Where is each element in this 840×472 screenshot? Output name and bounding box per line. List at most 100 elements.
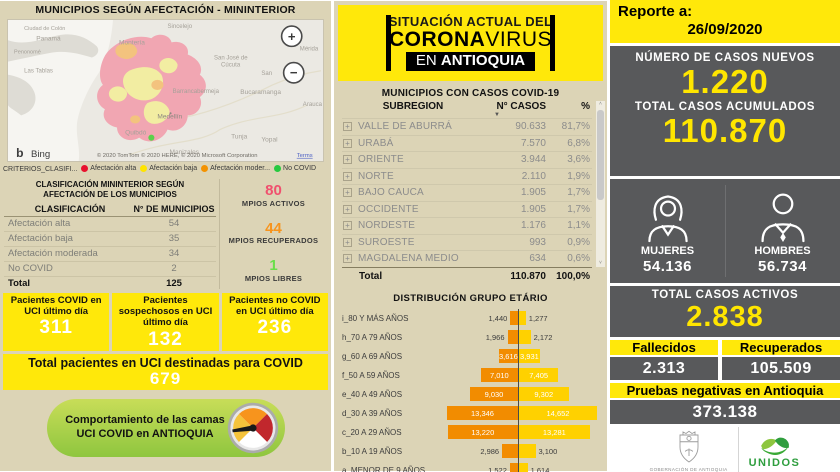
- expand-icon[interactable]: +: [343, 122, 352, 132]
- pyramid-bar-m[interactable]: 3,931: [519, 349, 540, 363]
- map-region-moderate-affectation[interactable]: [151, 79, 164, 90]
- pyramid-bar-m[interactable]: 14,652: [519, 406, 597, 420]
- pyramid-row: b_10 A 19 AÑOS 2,986 3,100: [342, 441, 607, 461]
- expand-icon[interactable]: +: [343, 237, 352, 247]
- uci-beds-behavior-button[interactable]: Comportamiento de las camas UCI COVID en…: [46, 399, 285, 458]
- subregion-name: BAJO CAUCA: [358, 187, 424, 199]
- col-pct[interactable]: %: [581, 101, 590, 112]
- pyramid-bar-f[interactable]: 9,030: [469, 387, 518, 401]
- negative-tests-value: 373.138: [610, 400, 840, 424]
- map-legend-item: Afectación alta: [81, 165, 136, 172]
- uci-cards: Pacientes COVID en UCI último día 311 Pa…: [3, 293, 328, 352]
- age-group-label: b_10 A 19 AÑOS: [342, 446, 403, 456]
- col-subregion[interactable]: SUBREGION: [382, 101, 444, 112]
- map-region-moderate-affectation[interactable]: [115, 42, 138, 60]
- sort-descending-icon[interactable]: ▼: [494, 112, 500, 118]
- scrollbar-thumb[interactable]: [597, 110, 604, 200]
- map-legend: CRITERIOS_CLASIFI... Afectación alta Afe…: [0, 162, 331, 175]
- classification-name: Afectación baja: [8, 233, 73, 245]
- map-zoom-in-button[interactable]: +: [280, 25, 303, 48]
- bar-value-m: 14,652: [546, 408, 570, 418]
- expand-icon[interactable]: +: [343, 138, 352, 148]
- active-cases-label: TOTAL CASOS ACTIVOS: [651, 289, 799, 301]
- map-roads: [128, 70, 322, 156]
- svg-text:Mérida: Mérida: [300, 46, 319, 52]
- expand-icon[interactable]: +: [343, 254, 352, 264]
- uci-card: Pacientes COVID en UCI último día 311: [3, 293, 110, 352]
- map-region-low-affectation[interactable]: [108, 86, 128, 102]
- pyramid-row: c_20 A 29 AÑOS 13,220 13,281: [342, 422, 607, 442]
- subregion-row[interactable]: + BAJO CAUCA 1.905 1,7%: [342, 184, 592, 201]
- pyramid-bar-f[interactable]: 13,346: [447, 406, 518, 420]
- scroll-up-icon[interactable]: ˄: [599, 101, 602, 107]
- deaths-label: Fallecidos: [610, 340, 719, 355]
- classification-row[interactable]: Afectación alta 54: [4, 217, 216, 232]
- subregion-cases: 634: [529, 253, 546, 265]
- svg-text:Panamá: Panamá: [36, 35, 61, 42]
- map-region-low-affectation[interactable]: [159, 58, 178, 74]
- pyramid-bar-f[interactable]: [507, 330, 518, 344]
- pyramid-bar-m[interactable]: [519, 330, 531, 344]
- subregion-pct: 0,6%: [567, 253, 590, 265]
- pyramid-bar-m[interactable]: [519, 444, 536, 458]
- pyramid-bar-f[interactable]: [502, 444, 518, 458]
- men-label: HOMBRES: [754, 244, 811, 257]
- scroll-down-icon[interactable]: ˅: [599, 260, 602, 266]
- expand-icon[interactable]: +: [343, 221, 352, 231]
- pyramid-bar-f[interactable]: 13,220: [447, 425, 518, 439]
- classification-row[interactable]: Afectación moderada 34: [4, 247, 216, 262]
- subregion-pct: 1,1%: [567, 220, 590, 232]
- classification-title: CLASIFICACIÓN MININTERIOR SEGÚN AFECTACI…: [35, 180, 185, 200]
- bing-map[interactable]: Ciudad de Colón Panamá Penonomé Las Tabl…: [7, 19, 324, 162]
- map-terms-link[interactable]: Terms: [297, 153, 313, 159]
- expand-icon[interactable]: +: [343, 155, 352, 165]
- pyramid-bar-m[interactable]: 9,302: [519, 387, 569, 401]
- expand-icon[interactable]: +: [343, 171, 352, 181]
- pyramid-bar-f[interactable]: [509, 463, 518, 472]
- subregion-row[interactable]: + MAGDALENA MEDIO 634 0,6%: [342, 250, 592, 267]
- subregion-row[interactable]: + VALLE DE ABURRÁ 90.633 81,7%: [342, 118, 592, 135]
- pyramid-row: i_80 Y MÁS AÑOS 1,440 1,277: [342, 308, 607, 328]
- map-region-no-covid[interactable]: [148, 134, 155, 141]
- subregion-row[interactable]: + URABÁ 7.570 6,8%: [342, 134, 592, 152]
- subregion-row[interactable]: + NORTE 2.110 1,9%: [342, 167, 592, 185]
- gauge-icon: [227, 402, 278, 454]
- map-zoom-out-button[interactable]: −: [282, 61, 305, 84]
- pyramid-row: h_70 A 79 AÑOS 1,966 2,172: [342, 327, 607, 347]
- unidos-leaf-icon: [760, 437, 789, 455]
- uci-card-title: Pacientes sospechosos en UCI último día: [118, 295, 213, 329]
- subregion-row[interactable]: + OCCIDENTE 1.905 1,7%: [342, 200, 592, 218]
- men-value: 56.734: [758, 257, 807, 275]
- col-cases[interactable]: N° CASOS: [496, 101, 546, 112]
- classification-row[interactable]: No COVID 2: [4, 262, 216, 277]
- pyramid-bar-f[interactable]: 3,616: [498, 349, 518, 363]
- pyramid-bar-f[interactable]: 7,010: [480, 368, 518, 382]
- expand-icon[interactable]: +: [343, 204, 352, 214]
- pyramid-bar-m[interactable]: [519, 463, 528, 472]
- subregion-row[interactable]: + SUROESTE 993 0,9%: [342, 233, 592, 251]
- map-legend-items: Afectación alta Afectación baja Afectaci…: [81, 165, 320, 174]
- subregion-row[interactable]: + ORIENTE 3.944 3,6%: [342, 151, 592, 168]
- bar-value-f: 1,440: [488, 313, 508, 323]
- pyramid-bar-m[interactable]: 7,405: [519, 368, 559, 382]
- subregion-total-row: Total 110.870 100,0%: [342, 266, 592, 285]
- table-scrollbar[interactable]: ˄ ˅: [596, 101, 605, 267]
- pyramid-bar-m[interactable]: [519, 311, 526, 325]
- map-land-panama: [8, 34, 99, 62]
- banner-line1: SITUACIÓN ACTUAL DEL: [388, 14, 553, 30]
- subregion-pct: 81,7%: [561, 121, 590, 133]
- classification-count: 54: [168, 218, 180, 230]
- map-region-low-affectation[interactable]: [143, 101, 170, 124]
- gobernacion-crest-icon: [679, 430, 699, 463]
- classification-row[interactable]: Afectación baja 35: [4, 232, 216, 247]
- pyramid-bar-m[interactable]: 13,281: [519, 425, 590, 439]
- subregion-row[interactable]: + NORDESTE 1.176 1,1%: [342, 217, 592, 234]
- map-region-moderate-affectation[interactable]: [130, 115, 141, 124]
- pyramid-bar-f[interactable]: [510, 311, 518, 325]
- expand-icon[interactable]: +: [343, 188, 352, 198]
- bar-value-f: 13,346: [471, 408, 494, 418]
- gender-divider: [725, 185, 726, 277]
- map-region-low-affectation[interactable]: [123, 67, 164, 101]
- uci-card-value: 236: [257, 317, 293, 339]
- svg-text:Yopal: Yopal: [261, 137, 278, 144]
